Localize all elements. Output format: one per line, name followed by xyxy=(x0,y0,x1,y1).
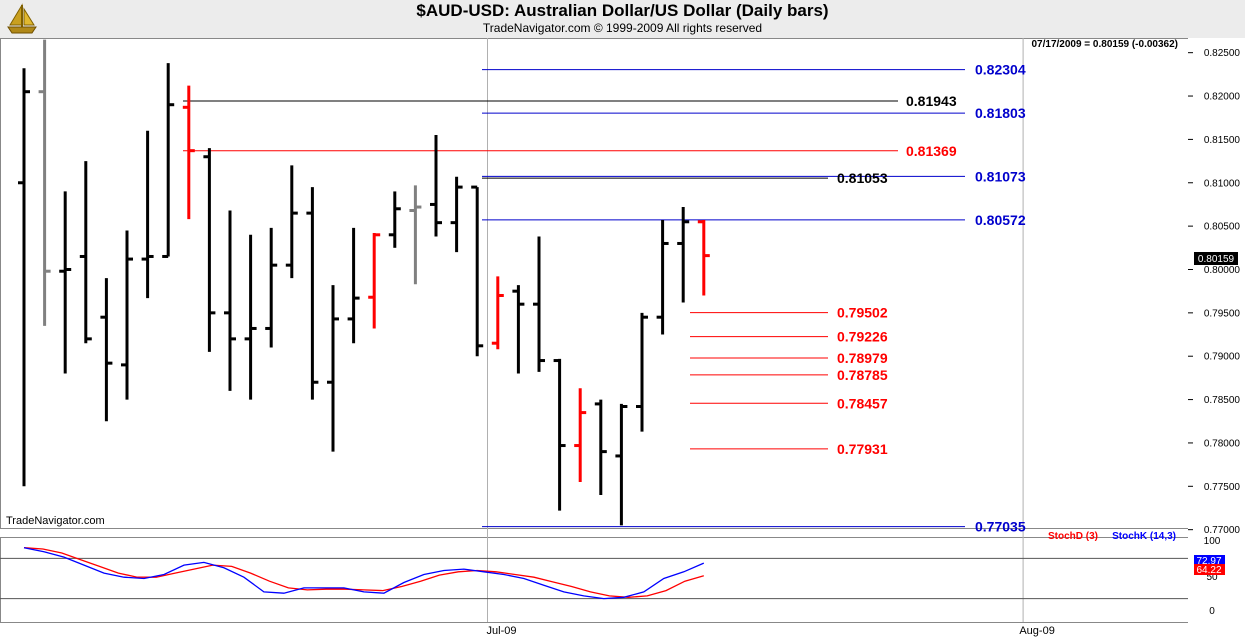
price-grid xyxy=(487,38,1024,622)
level-label: 0.79226 xyxy=(837,329,888,345)
date-tick-label: Jul-09 xyxy=(487,625,517,637)
legend-stoch-k: StochK (14,3) xyxy=(1112,531,1176,542)
stoch-k-line xyxy=(23,547,705,600)
stoch-tick-label: 50 xyxy=(1206,572,1218,583)
price-tick-label: 0.82500 xyxy=(1204,48,1241,59)
stoch-tick-label: 100 xyxy=(1204,536,1221,547)
level-lines: 0.82304 0.81943 0.81803 0.81369 0.81073 0.810… xyxy=(183,62,1026,535)
stochastic-panel: StochD (3) StochK (14,3) xyxy=(0,531,1188,600)
current-price-box xyxy=(1194,252,1238,265)
level-label: 0.81803 xyxy=(975,105,1026,121)
stoch-d-line xyxy=(23,547,704,598)
sailboat-logo-icon xyxy=(7,3,37,34)
chart-frame xyxy=(0,38,1245,640)
copyright-notice: TradeNavigator.com © 1999-2009 All right… xyxy=(482,21,763,35)
stoch-d-value-box xyxy=(1194,564,1225,575)
stoch-d-value: 64.22 xyxy=(1196,565,1221,576)
level-label: 0.81369 xyxy=(906,143,957,159)
price-tick-label: 0.81000 xyxy=(1204,178,1241,189)
price-tick-label: 0.82000 xyxy=(1204,92,1241,103)
current-price-label: 0.80159 xyxy=(1198,254,1235,265)
price-tick-label: 0.77500 xyxy=(1204,482,1241,493)
legend-stoch-d: StochD (3) xyxy=(1048,531,1098,542)
axis-gutter xyxy=(1188,38,1245,640)
stoch-k-value-box xyxy=(1194,555,1225,566)
level-label: 0.82304 xyxy=(975,62,1026,78)
level-label: 0.78785 xyxy=(837,367,888,383)
chart-header: $AUD-USD: Australian Dollar/US Dollar (D… xyxy=(0,0,1245,38)
price-axis: 0.82500 0.82000 0.81500 0.81000 0.80500 0.800… xyxy=(1188,48,1240,536)
last-bar-readout: 07/17/2009 = 0.80159 (-0.00362) xyxy=(1031,39,1178,50)
price-tick-label: 0.79500 xyxy=(1204,308,1241,319)
chart-title: $AUD-USD: Australian Dollar/US Dollar (D… xyxy=(416,1,829,20)
level-label: 0.81073 xyxy=(975,168,1026,184)
price-tick-label: 0.80000 xyxy=(1204,265,1241,276)
price-tick-label: 0.79000 xyxy=(1204,352,1241,363)
level-label: 0.80572 xyxy=(975,212,1026,228)
price-tick-label: 0.77000 xyxy=(1204,525,1241,536)
stochastic-panel-border xyxy=(0,537,1189,623)
level-label: 0.78457 xyxy=(837,395,888,411)
level-label: 0.81943 xyxy=(906,93,957,109)
price-tick-label: 0.78000 xyxy=(1204,438,1241,449)
price-tick-label: 0.78500 xyxy=(1204,395,1241,406)
stoch-k-value: 72.97 xyxy=(1196,556,1221,567)
level-label: 0.77931 xyxy=(837,441,888,457)
price-bars xyxy=(18,39,710,526)
level-label: 0.79502 xyxy=(837,305,888,321)
price-tick-label: 0.81500 xyxy=(1204,135,1241,146)
date-tick-label: Aug-09 xyxy=(1019,625,1054,637)
date-axis: Jul-09 Aug-09 xyxy=(487,625,1055,637)
level-label: 0.77035 xyxy=(975,519,1026,535)
stoch-tick-label: 0 xyxy=(1209,606,1215,617)
level-label: 0.78979 xyxy=(837,350,888,366)
level-label: 0.81053 xyxy=(837,170,888,186)
watermark: TradeNavigator.com xyxy=(6,515,105,527)
price-tick-label: 0.80500 xyxy=(1204,222,1241,233)
